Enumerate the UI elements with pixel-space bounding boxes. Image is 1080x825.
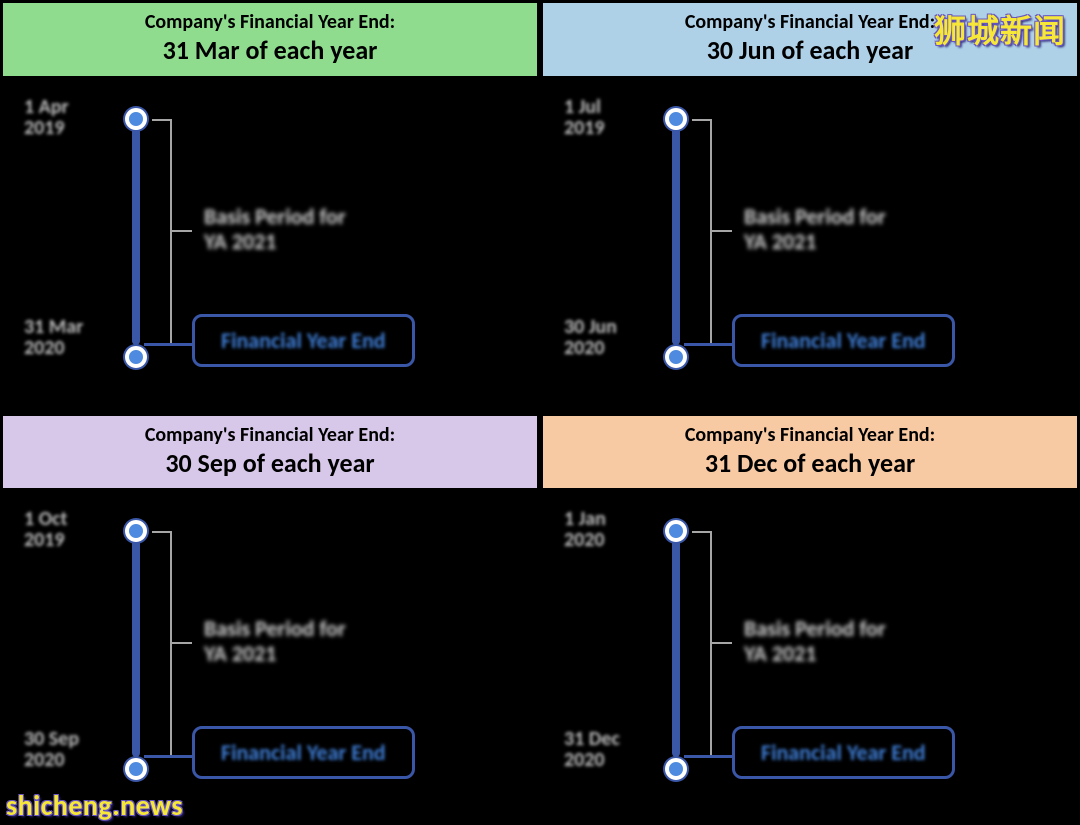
- start-date: 1 Jul 2019: [564, 97, 605, 139]
- panel-mar: Company's Financial Year End: 31 Mar of …: [0, 0, 540, 413]
- bracket-tick-icon: [710, 642, 732, 644]
- fye-box: Financial Year End: [192, 314, 415, 367]
- timeline: 1 Jul 2019 30 Jun 2020 Basis Period for …: [564, 95, 1060, 393]
- bracket-icon: [170, 119, 172, 345]
- panel-header: Company's Financial Year End: 30 Jun of …: [542, 2, 1078, 77]
- header-line2: 31 Dec of each year: [547, 449, 1073, 479]
- panel-grid: Company's Financial Year End: 31 Mar of …: [0, 0, 1080, 825]
- end-date: 31 Mar 2020: [24, 317, 83, 359]
- end-node-icon: [125, 758, 147, 780]
- start-date: 1 Jan 2020: [564, 509, 606, 551]
- panel-header: Company's Financial Year End: 30 Sep of …: [2, 415, 538, 490]
- start-node-icon: [125, 520, 147, 542]
- bracket-tick-icon: [170, 642, 192, 644]
- bracket-icon: [170, 531, 172, 757]
- fye-box: Financial Year End: [192, 726, 415, 779]
- end-date: 31 Dec 2020: [564, 729, 620, 771]
- fye-connector-icon: [144, 343, 194, 346]
- header-line1: Company's Financial Year End:: [547, 424, 1073, 447]
- bracket-tick-icon: [710, 230, 732, 232]
- end-node-icon: [665, 346, 687, 368]
- fye-connector-icon: [684, 343, 734, 346]
- panel-sep: Company's Financial Year End: 30 Sep of …: [0, 413, 540, 825]
- panel-header: Company's Financial Year End: 31 Dec of …: [542, 415, 1078, 490]
- panel-body: 1 Oct 2019 30 Sep 2020 Basis Period for …: [2, 489, 538, 823]
- timeline-line: [672, 531, 680, 757]
- bracket-icon: [710, 531, 712, 757]
- start-date: 1 Oct 2019: [24, 509, 68, 551]
- bracket-tick-icon: [170, 230, 192, 232]
- timeline: 1 Jan 2020 31 Dec 2020 Basis Period for …: [564, 507, 1060, 805]
- fye-connector-icon: [144, 755, 194, 758]
- panel-jun: Company's Financial Year End: 30 Jun of …: [540, 0, 1080, 413]
- fye-connector-icon: [684, 755, 734, 758]
- header-line2: 31 Mar of each year: [7, 36, 533, 66]
- panel-header: Company's Financial Year End: 31 Mar of …: [2, 2, 538, 77]
- bracket-icon: [710, 119, 712, 345]
- header-line1: Company's Financial Year End:: [7, 424, 533, 447]
- start-date: 1 Apr 2019: [24, 97, 69, 139]
- fye-box: Financial Year End: [732, 726, 955, 779]
- header-line2: 30 Sep of each year: [7, 449, 533, 479]
- start-node-icon: [125, 108, 147, 130]
- panel-dec: Company's Financial Year End: 31 Dec of …: [540, 413, 1080, 825]
- header-line1: Company's Financial Year End:: [7, 11, 533, 34]
- end-node-icon: [125, 346, 147, 368]
- end-date: 30 Sep 2020: [24, 729, 79, 771]
- basis-period-label: Basis Period for YA 2021: [204, 204, 346, 255]
- basis-period-label: Basis Period for YA 2021: [744, 204, 886, 255]
- end-node-icon: [665, 758, 687, 780]
- timeline-line: [132, 119, 140, 345]
- timeline-line: [132, 531, 140, 757]
- end-date: 30 Jun 2020: [564, 317, 617, 359]
- timeline: 1 Apr 2019 31 Mar 2020 Basis Period for …: [24, 95, 520, 393]
- start-node-icon: [665, 520, 687, 542]
- basis-period-label: Basis Period for YA 2021: [744, 616, 886, 667]
- panel-body: 1 Jan 2020 31 Dec 2020 Basis Period for …: [542, 489, 1078, 823]
- timeline: 1 Oct 2019 30 Sep 2020 Basis Period for …: [24, 507, 520, 805]
- panel-body: 1 Jul 2019 30 Jun 2020 Basis Period for …: [542, 77, 1078, 411]
- fye-box: Financial Year End: [732, 314, 955, 367]
- start-node-icon: [665, 108, 687, 130]
- timeline-line: [672, 119, 680, 345]
- panel-body: 1 Apr 2019 31 Mar 2020 Basis Period for …: [2, 77, 538, 411]
- basis-period-label: Basis Period for YA 2021: [204, 616, 346, 667]
- header-line1: Company's Financial Year End:: [547, 11, 1073, 34]
- header-line2: 30 Jun of each year: [547, 36, 1073, 66]
